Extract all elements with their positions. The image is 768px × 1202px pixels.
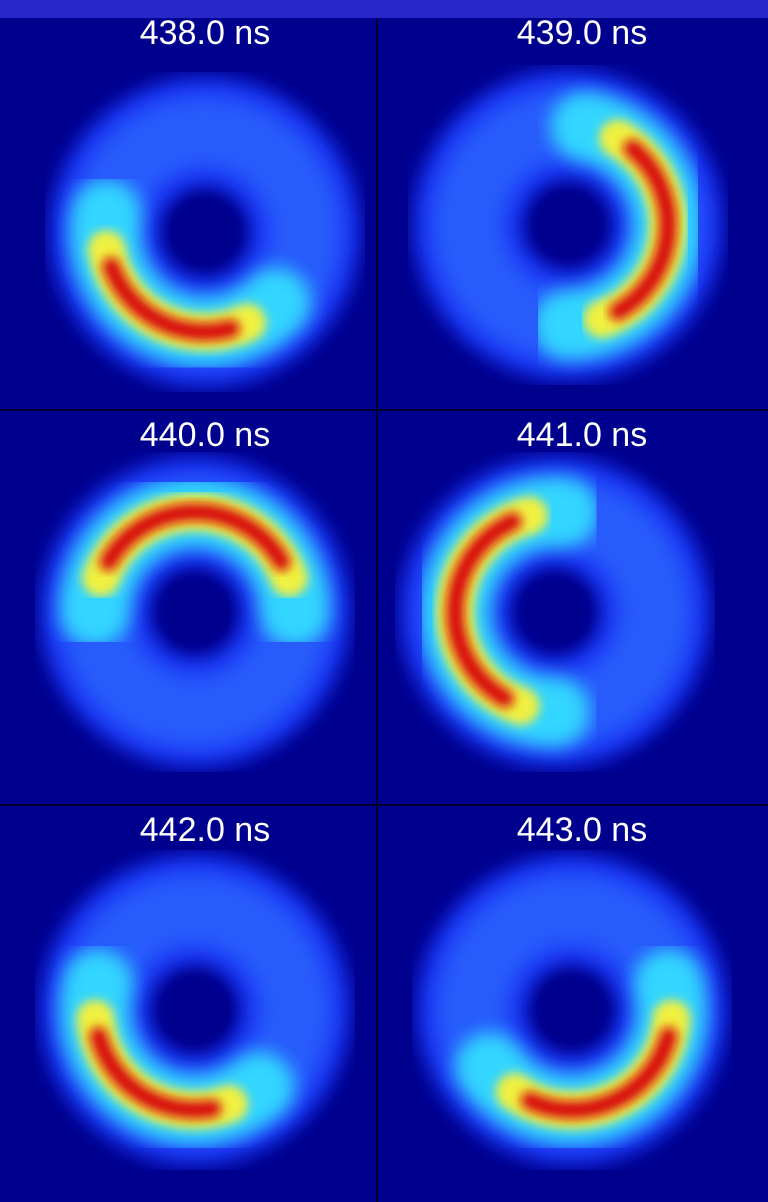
ring-hole <box>533 190 603 260</box>
panels: 438.0 ns 439.0 ns 440.0 ns 441.0 ns 442.0 ns… <box>40 14 727 1165</box>
panel-title: 443.0 ns <box>517 811 647 849</box>
panel-title: 440.0 ns <box>140 416 270 454</box>
panel: 440.0 ns <box>40 416 350 767</box>
ring-hole <box>160 975 230 1045</box>
panel: 443.0 ns <box>417 811 727 1165</box>
arc-red <box>520 1026 678 1119</box>
panel: 438.0 ns <box>50 14 360 387</box>
ring-hole <box>537 975 607 1045</box>
arc-red <box>446 512 522 708</box>
arc-red <box>102 257 240 341</box>
panel: 441.0 ns <box>400 416 710 767</box>
panel-title: 439.0 ns <box>517 14 647 52</box>
ring-hole <box>170 197 240 267</box>
panel-title: 442.0 ns <box>140 811 270 849</box>
panel: 442.0 ns <box>40 811 350 1165</box>
panel-title: 438.0 ns <box>140 14 270 52</box>
top-strip <box>0 0 768 18</box>
ring-hole <box>520 577 590 647</box>
ring-hole <box>160 577 230 647</box>
arc-red <box>89 1026 222 1119</box>
arc-red <box>609 139 677 321</box>
panel-title: 441.0 ns <box>517 416 647 454</box>
panel: 439.0 ns <box>413 14 723 380</box>
arc-red <box>99 503 291 571</box>
